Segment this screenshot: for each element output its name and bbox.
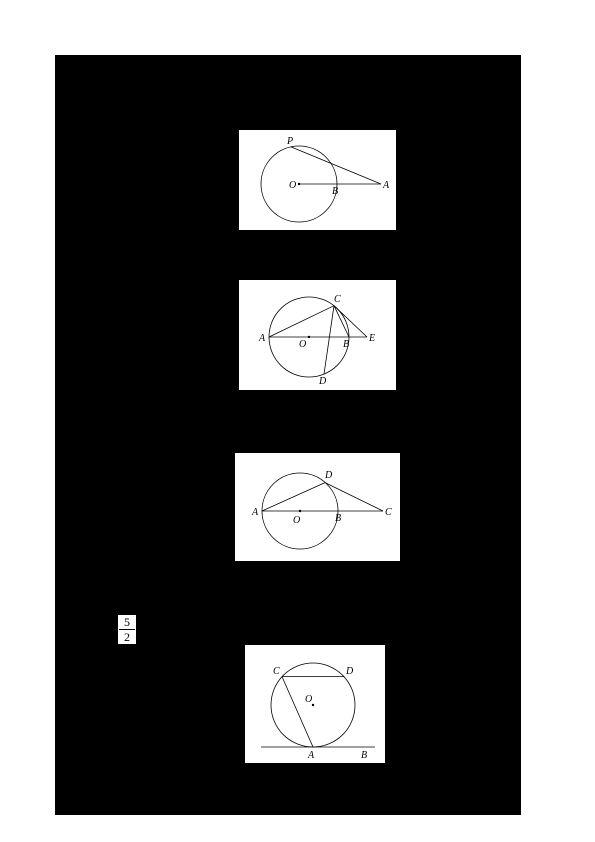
figure-2-svg: O A B C D E xyxy=(239,280,396,390)
figure-1-panel: O P B A xyxy=(239,130,396,230)
label-A: A xyxy=(382,180,390,191)
label-B: B xyxy=(361,750,367,761)
label-O: O xyxy=(305,694,312,705)
label-O: O xyxy=(293,515,300,526)
line-CD xyxy=(324,306,334,374)
line-CB xyxy=(334,306,349,337)
label-B: B xyxy=(343,339,349,350)
line-CA xyxy=(282,677,313,747)
label-A: A xyxy=(258,333,266,344)
label-E: E xyxy=(368,333,375,344)
label-O: O xyxy=(299,339,306,350)
label-C: C xyxy=(334,294,341,305)
figure-3-svg: O A B D C xyxy=(235,453,400,561)
figure-3-panel: O A B D C xyxy=(235,453,400,561)
label-O: O xyxy=(289,180,296,191)
inner-black-panel: O P B A O A B C D E xyxy=(55,55,521,815)
fraction-numerator: 5 xyxy=(118,616,136,628)
label-D: D xyxy=(318,376,327,387)
label-C: C xyxy=(385,507,392,518)
label-D: D xyxy=(345,666,354,677)
label-B: B xyxy=(335,513,341,524)
label-A: A xyxy=(251,507,259,518)
label-B: B xyxy=(332,186,338,197)
line-CE xyxy=(334,306,367,337)
line-DC xyxy=(325,483,383,511)
figure-1-svg: O P B A xyxy=(239,130,396,230)
figure-4-panel: O C D A B xyxy=(245,645,385,763)
figure-4-svg: O C D A B xyxy=(245,645,385,763)
fraction-denominator: 2 xyxy=(118,631,136,643)
fraction-5-over-2: 5 2 xyxy=(118,615,136,644)
figure-2-panel: O A B C D E xyxy=(239,280,396,390)
label-A: A xyxy=(307,750,315,761)
center-dot xyxy=(308,336,310,338)
label-C: C xyxy=(273,666,280,677)
label-D: D xyxy=(324,470,333,481)
center-dot xyxy=(298,183,300,185)
line-AD xyxy=(262,483,325,511)
line-PA xyxy=(291,147,381,184)
center-dot xyxy=(299,510,301,512)
label-P: P xyxy=(286,136,293,147)
